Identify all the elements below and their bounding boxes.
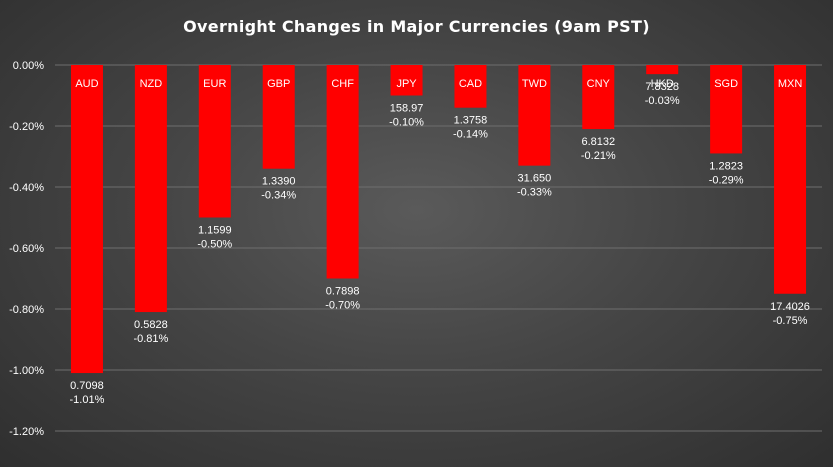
percent-label: -0.50% [197, 239, 232, 251]
rate-label: 158.97 [390, 103, 424, 115]
bar-gbp [262, 65, 295, 169]
bar-hkd [646, 65, 679, 75]
rate-label: 1.3390 [262, 176, 296, 188]
percent-label: -0.03% [645, 95, 680, 107]
y-tick-label: -1.00% [9, 365, 44, 377]
rate-label: 31.650 [518, 173, 552, 185]
rate-label: 7.8328 [645, 81, 679, 93]
percent-label: -0.14% [453, 129, 488, 141]
category-label: TWD [522, 78, 547, 90]
category-label: JPY [396, 78, 417, 90]
bar-chf [326, 65, 359, 279]
bar-cad [454, 65, 487, 108]
category-label: SGD [714, 78, 738, 90]
percent-label: -0.70% [325, 300, 360, 312]
bar-aud [70, 65, 103, 374]
y-tick-label: -0.40% [9, 182, 44, 194]
category-label: HKD [651, 78, 674, 90]
rate-label: 1.3758 [454, 115, 488, 127]
percent-label: -1.01% [70, 394, 105, 406]
rate-label: 17.4026 [770, 301, 810, 313]
category-label: CAD [459, 78, 482, 90]
y-tick-label: 0.00% [13, 60, 44, 72]
rate-label: 6.8132 [581, 136, 615, 148]
bar-nzd [134, 65, 167, 313]
bar-twd [518, 65, 551, 166]
rate-label: 0.7098 [70, 380, 104, 392]
category-label: EUR [203, 78, 226, 90]
bar-cny [582, 65, 615, 130]
rate-label: 1.1599 [198, 225, 232, 237]
category-label: NZD [140, 78, 163, 90]
y-tick-label: -1.20% [9, 426, 44, 438]
bar-eur [198, 65, 231, 218]
percent-label: -0.75% [773, 315, 808, 327]
bar-mxn [774, 65, 807, 294]
category-label: MXN [778, 78, 803, 90]
percent-label: -0.10% [389, 117, 424, 129]
percent-label: -0.33% [517, 187, 552, 199]
category-label: AUD [75, 78, 98, 90]
percent-label: -0.81% [133, 333, 168, 345]
category-label: CNY [587, 78, 611, 90]
percent-label: -0.21% [581, 150, 616, 162]
bar-jpy [390, 65, 423, 96]
y-tick-label: -0.80% [9, 304, 44, 316]
category-label: CHF [331, 78, 354, 90]
bar-sgd [710, 65, 743, 154]
rate-label: 0.7898 [326, 286, 360, 298]
percent-label: -0.34% [261, 190, 296, 202]
category-label: GBP [267, 78, 290, 90]
y-tick-label: -0.20% [9, 121, 44, 133]
rate-label: 1.2823 [709, 160, 743, 172]
rate-label: 0.5828 [134, 319, 168, 331]
chart-title: Overnight Changes in Major Currencies (9… [183, 17, 650, 36]
percent-label: -0.29% [709, 174, 744, 186]
y-tick-label: -0.60% [9, 243, 44, 255]
